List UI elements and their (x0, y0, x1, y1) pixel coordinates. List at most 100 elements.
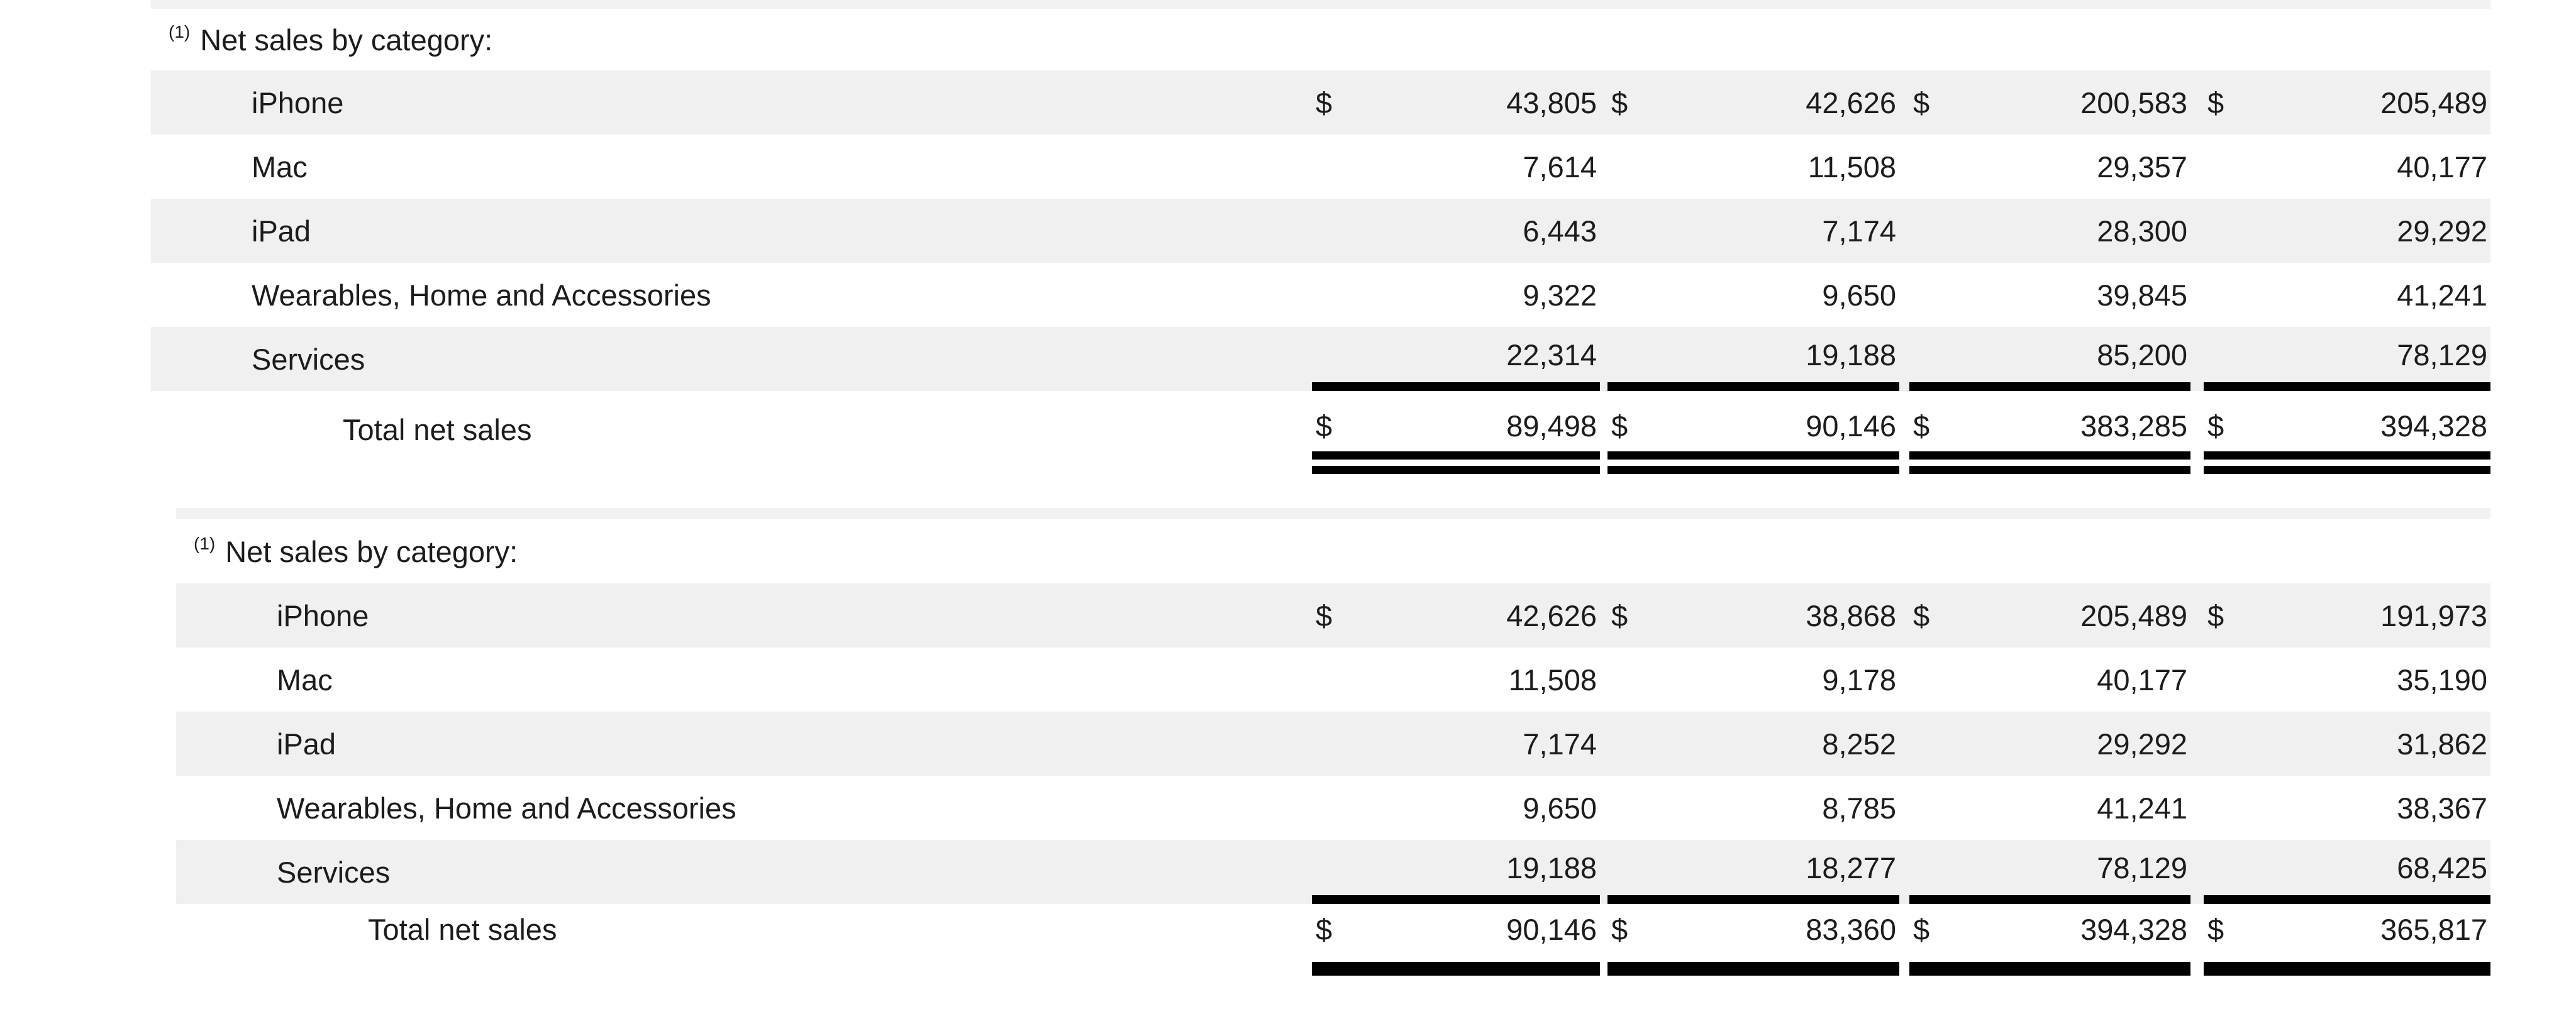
value: 29,357 (2097, 150, 2187, 184)
currency-symbol: $ (1913, 912, 1930, 946)
table-row-services: Services 19,188 18,277 78,129 68,425 (176, 840, 2490, 904)
currency-symbol: $ (1316, 912, 1333, 946)
value: 41,241 (2097, 791, 2187, 825)
value-cell: $ 89,498 (1312, 400, 1600, 460)
value-cell: $ 90,146 (1312, 904, 1600, 954)
value: 22,314 (1506, 338, 1597, 372)
value: 42,626 (1506, 598, 1597, 632)
value-cell: 8,252 (1607, 712, 1899, 776)
value: 205,489 (2380, 85, 2487, 119)
table-row-total: Total net sales $ 89,498 $ 90,146 $ 383,… (151, 400, 2490, 460)
table-row-mac: Mac 7,614 11,508 29,357 40,177 (151, 135, 2490, 199)
currency-symbol: $ (2207, 85, 2224, 119)
rule-cell (2204, 962, 2490, 976)
table-row-mac: Mac 11,508 9,178 40,177 35,190 (176, 648, 2490, 712)
value-cell: $ 205,489 (2204, 70, 2490, 135)
clipped-row-band-middle (176, 508, 2490, 519)
thick-rule-line (1909, 962, 2190, 976)
thick-rule-line (1607, 962, 1899, 976)
currency-symbol: $ (1316, 409, 1333, 443)
currency-symbol: $ (2207, 409, 2224, 443)
total-label: Total net sales (368, 912, 557, 946)
value-cell: 7,614 (1312, 135, 1600, 199)
value-cell: 11,508 (1312, 648, 1600, 712)
value-cell: $ 90,146 (1607, 400, 1899, 460)
value-cell: 9,650 (1312, 776, 1600, 840)
row-label: Mac (252, 150, 308, 184)
net-sales-table-1: (1) Net sales by category: iPhone $ 43,8… (151, 20, 2490, 474)
value-cell: 35,190 (2204, 648, 2490, 712)
currency-symbol: $ (1316, 85, 1333, 119)
value: 7,174 (1523, 727, 1597, 761)
value-cell: 6,443 (1312, 199, 1600, 263)
value-cell: 28,300 (1909, 199, 2190, 263)
rule-spacer (176, 962, 1312, 976)
table-heading: (1) Net sales by category: (176, 532, 2490, 571)
value: 383,285 (2080, 409, 2187, 443)
double-rule-line (1312, 466, 1600, 474)
value-cell: $ 365,817 (2204, 904, 2490, 954)
value: 78,129 (2397, 338, 2487, 372)
currency-symbol: $ (1913, 598, 1930, 632)
value-cell: 11,508 (1607, 135, 1899, 199)
footnote-marker: (1) (194, 534, 216, 553)
value: 68,425 (2397, 851, 2487, 884)
value-cell: $ 42,626 (1312, 583, 1600, 648)
table-body: iPhone $ 43,805 $ 42,626 $ 200,583 $ 205… (151, 70, 2490, 474)
value: 83,360 (1806, 912, 1896, 946)
value-cell: 31,862 (2204, 712, 2490, 776)
value-cell: 41,241 (1909, 776, 2190, 840)
double-rule-line (2204, 466, 2490, 474)
thick-rule-line (1312, 962, 1600, 976)
table-row-iphone: iPhone $ 43,805 $ 42,626 $ 200,583 $ 205… (151, 70, 2490, 135)
value: 394,328 (2080, 912, 2187, 946)
value: 11,508 (1807, 150, 1896, 184)
currency-symbol: $ (1611, 598, 1628, 632)
total-double-rule (151, 466, 2490, 474)
value: 8,252 (1822, 727, 1896, 761)
rule-cell (1607, 962, 1899, 976)
value: 191,973 (2380, 598, 2487, 632)
value-cell: 85,200 (1909, 327, 2190, 391)
value: 365,817 (2380, 912, 2487, 946)
row-label: Services (252, 342, 365, 376)
value-cell: 38,367 (2204, 776, 2490, 840)
footnote-marker: (1) (169, 22, 191, 41)
table-row-iphone: iPhone $ 42,626 $ 38,868 $ 205,489 $ 191… (176, 583, 2490, 648)
value: 38,868 (1806, 598, 1896, 632)
row-label: iPhone (252, 85, 344, 119)
rule-spacer (151, 466, 1312, 474)
table-row-services: Services 22,314 19,188 85,200 78,129 (151, 327, 2490, 391)
value: 28,300 (2097, 214, 2187, 248)
value: 40,177 (2397, 150, 2487, 184)
value: 31,862 (2397, 727, 2487, 761)
row-label: Wearables, Home and Accessories (252, 278, 711, 312)
value: 7,174 (1822, 214, 1896, 248)
value-cell: $ 394,328 (1909, 904, 2190, 954)
value: 41,241 (2397, 278, 2487, 312)
rule-cell (1312, 466, 1600, 474)
value-cell: 39,845 (1909, 263, 2190, 327)
currency-symbol: $ (1611, 85, 1628, 119)
table-heading-label: Net sales by category: (200, 23, 493, 57)
row-label: iPhone (277, 598, 369, 632)
value-cell: $ 205,489 (1909, 583, 2190, 648)
value: 29,292 (2097, 727, 2187, 761)
table-body: iPhone $ 42,626 $ 38,868 $ 205,489 $ 191… (176, 583, 2490, 976)
currency-symbol: $ (1913, 409, 1930, 443)
value: 394,328 (2380, 409, 2487, 443)
double-rule-line (1607, 466, 1899, 474)
value-cell: 9,322 (1312, 263, 1600, 327)
value-cell: $ 394,328 (2204, 400, 2490, 460)
value: 9,650 (1822, 278, 1896, 312)
row-label: iPad (277, 727, 336, 761)
currency-symbol: $ (1316, 598, 1333, 632)
row-label: iPad (252, 214, 311, 248)
value: 38,367 (2397, 791, 2487, 825)
value-cell: $ 383,285 (1909, 400, 2190, 460)
value-cell: $ 38,868 (1607, 583, 1899, 648)
value-cell: $ 191,973 (2204, 583, 2490, 648)
value-cell: 40,177 (1909, 648, 2190, 712)
value: 9,650 (1523, 791, 1597, 825)
